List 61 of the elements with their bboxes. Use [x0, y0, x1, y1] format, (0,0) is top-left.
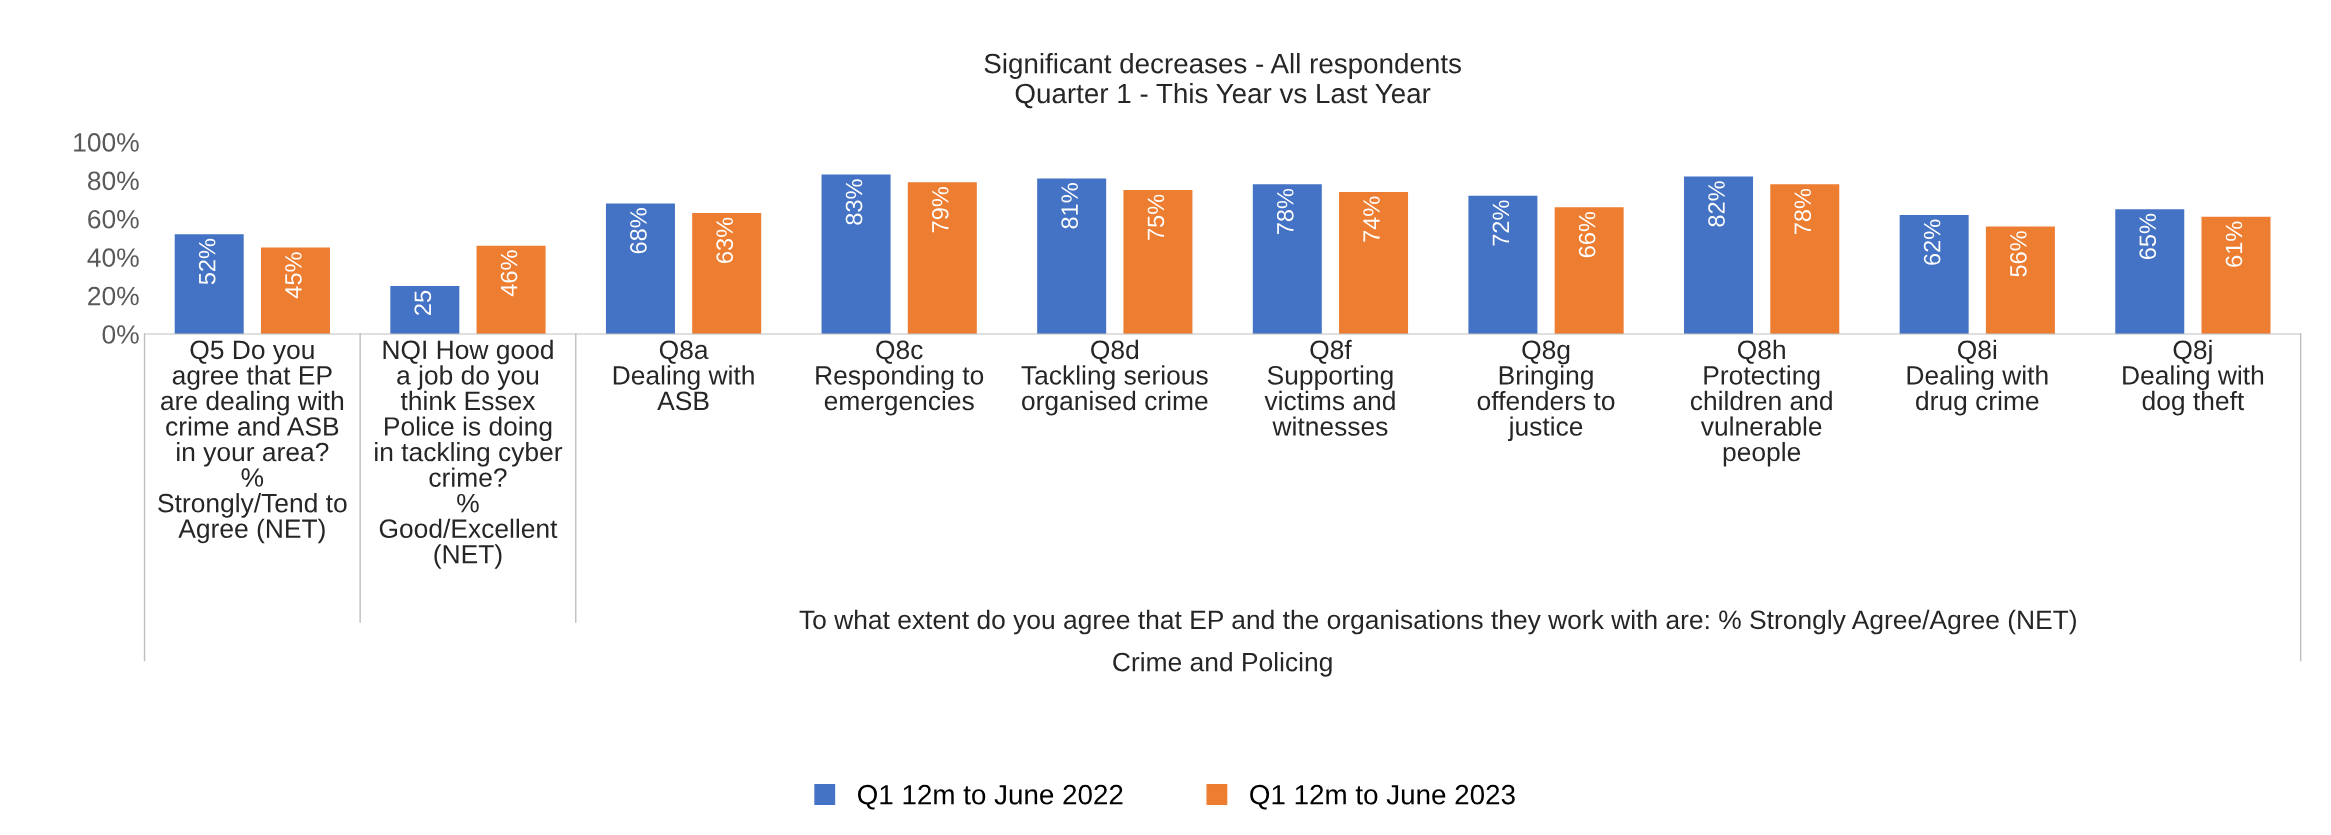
- bar: [1252, 184, 1322, 334]
- x-tick-label: Q8h Protecting children and vulnerable people: [1690, 339, 1832, 467]
- data-label: 45%: [285, 252, 302, 299]
- data-label: 66%: [1578, 211, 1596, 258]
- data-label: 78%: [1794, 188, 1812, 235]
- bar: [476, 245, 546, 334]
- data-label: 61%: [2225, 221, 2243, 267]
- x-tick-label: Q8i Dealing with drug crime: [1907, 339, 2048, 416]
- bar: [174, 234, 244, 334]
- bar: [692, 213, 762, 334]
- text: To what extent do you agree that EP and the organisations they work with are: % Strongly Agree/Agree (NET): [799, 609, 2076, 635]
- bar: [1554, 207, 1624, 334]
- y-tick-label: 40%: [87, 248, 139, 267]
- bar: [821, 174, 891, 334]
- data-label: 79%: [931, 186, 949, 233]
- bar: [1468, 195, 1538, 334]
- bar: [1985, 226, 2055, 334]
- y-tick-label: 100%: [74, 133, 139, 152]
- y-tick-label: 60%: [88, 209, 139, 229]
- data-label: 62%: [1923, 219, 1941, 265]
- data-label: 82%: [1708, 181, 1725, 227]
- x-tick-label: Q8j Dealing with dog theft: [2123, 339, 2264, 416]
- bar: [605, 203, 675, 334]
- data-label: 81%: [1061, 183, 1079, 229]
- data-label: 46%: [500, 250, 518, 297]
- data-label: 56%: [2010, 231, 2027, 277]
- category-label: NQI How good a job do you think Essex Police is doing in tackling cyber crime? % Good/Excellent (NET): [375, 339, 563, 569]
- x-tick-label: Q8a Dealing with ASB: [613, 340, 754, 411]
- data-label: 25: [414, 290, 432, 315]
- bar: [1684, 176, 1754, 334]
- y-tick-label: 80%: [87, 171, 139, 191]
- data-label: 78%: [1276, 188, 1294, 235]
- data-label: 74%: [1363, 196, 1380, 242]
- bar: [390, 285, 460, 334]
- bar: [1770, 184, 1840, 334]
- bar: [260, 247, 330, 334]
- x-tick-label: Q5 Do you agree that EP are dealing with crime and ASB in your area? % Strongly/Tend to Agree (NET): [158, 340, 347, 544]
- bar: [907, 182, 977, 334]
- x-tick-label: Q8d Tackling serious organised crime: [1021, 339, 1208, 416]
- data-label: 83%: [845, 179, 863, 225]
- bar: [1899, 214, 1969, 334]
- legend-label: Q1 12m to June 2022: [858, 784, 1123, 810]
- data-label: 75%: [1147, 194, 1165, 240]
- bar: [2115, 209, 2185, 334]
- bar: [1037, 178, 1107, 334]
- text: Crime and Policing: [1113, 652, 1332, 677]
- y-tick-label: 20%: [88, 286, 139, 306]
- data-label: 52%: [198, 238, 216, 285]
- x-tick-label: Q8f Supporting victims and witnesses: [1264, 339, 1395, 436]
- chart-title: Significant decreases - All respondents Quarter 1 - This Year vs Last Year: [984, 53, 1461, 109]
- data-label: 72%: [1492, 200, 1510, 246]
- x-tick-label: Q8g Bringing offenders to justice: [1477, 340, 1615, 442]
- bar: [2201, 216, 2271, 334]
- x-tick-label: Q8c Responding to emergencies: [816, 340, 984, 416]
- data-label: 63%: [716, 217, 734, 263]
- bar: [1123, 189, 1193, 334]
- y-tick-label: 0%: [102, 325, 139, 344]
- bar: [1339, 191, 1409, 334]
- data-label: 65%: [2139, 213, 2157, 260]
- legend-label: Q1 12m to June 2023: [1250, 784, 1515, 810]
- data-label: 68%: [630, 208, 647, 254]
